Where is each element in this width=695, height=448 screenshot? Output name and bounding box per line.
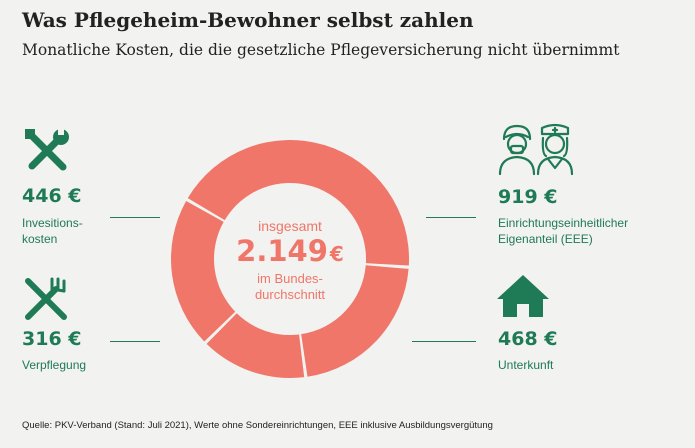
center-bottom-line1: im Bundes- [257, 271, 323, 286]
center-total: 2.149 € [236, 234, 344, 268]
center-bottom-line2: durchschnitt [255, 287, 325, 302]
chart-title: Was Pflegeheim-Bewohner selbst zahlen [22, 8, 474, 32]
eee-leader [426, 217, 476, 218]
eee-label-line1: Einrichtungseinheitlicher [498, 216, 629, 230]
investment-label-line2: kosten [22, 232, 58, 246]
fork-knife-icon [25, 277, 67, 320]
center-top-label: insgesamt [258, 218, 322, 234]
tools-icon [25, 128, 69, 171]
donut-segments [171, 139, 410, 379]
eee-label-line2: Eigenanteil (EEE) [498, 232, 593, 246]
food-label-line1: Verpflegung [22, 358, 87, 372]
food-value: 316 € [22, 328, 82, 350]
segment-eee [187, 139, 410, 266]
chart-subtitle: Monatliche Kosten, die die gesetzliche P… [22, 41, 620, 59]
investment-value: 446 € [22, 185, 82, 207]
segment-housing [301, 265, 409, 377]
eee-value: 919 € [498, 186, 558, 208]
eee-label: Einrichtungseinheitlicher Eigenanteil (E… [498, 215, 628, 247]
housing-value: 468 € [498, 328, 558, 350]
segment-food [206, 313, 305, 379]
food-leader [110, 341, 160, 342]
investment-label-line1: Invesitions- [22, 216, 83, 230]
segment-investment [171, 200, 236, 342]
caregivers-icon [498, 123, 574, 176]
investment-leader [110, 217, 160, 218]
food-label: Verpflegung [22, 357, 86, 373]
investment-label: Invesitions- kosten [22, 215, 83, 247]
housing-label: Unterkunft [498, 357, 553, 373]
housing-leader [412, 341, 476, 342]
housing-label-line1: Unterkunft [498, 358, 554, 372]
house-icon [497, 275, 549, 317]
center-total-value: 2.149 [236, 234, 328, 268]
source-note: Quelle: PKV-Verband (Stand: Juli 2021), … [22, 420, 493, 431]
center-total-unit: € [329, 242, 344, 266]
